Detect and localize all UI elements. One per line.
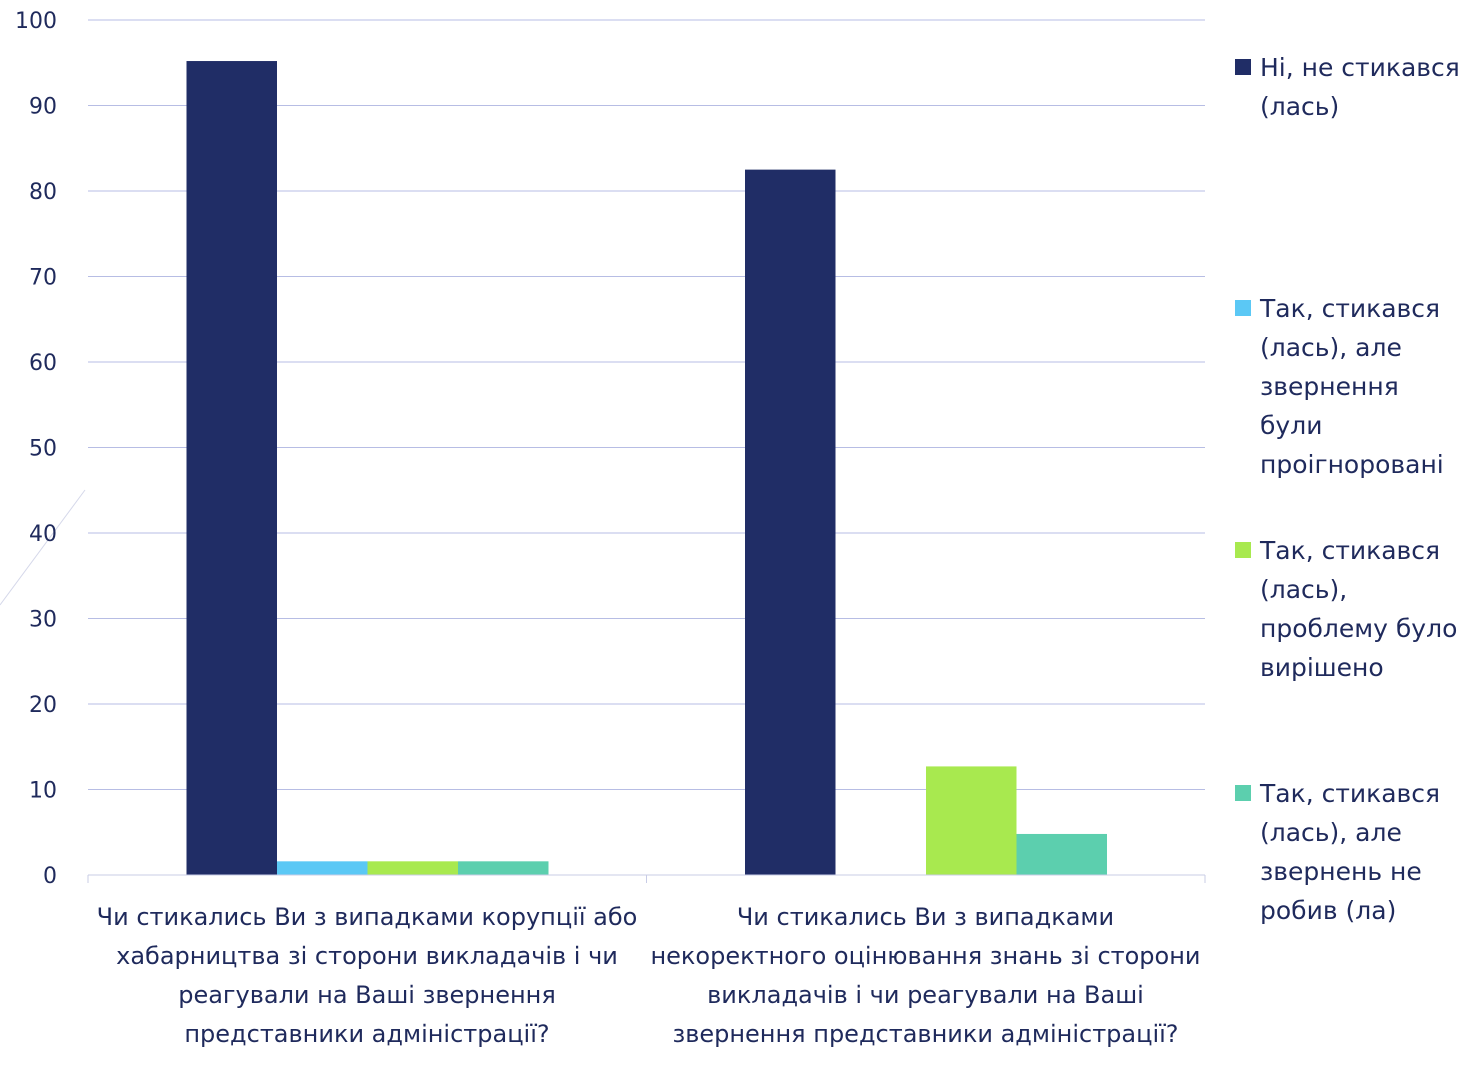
legend-swatch bbox=[1235, 542, 1251, 558]
bars bbox=[186, 61, 1107, 876]
decorative-diagonal-line bbox=[0, 489, 86, 606]
y-tick-label: 10 bbox=[29, 779, 57, 804]
bar bbox=[277, 861, 368, 875]
y-axis-tick-labels: 0 10 20 30 40 50 60 70 80 90 100 bbox=[15, 9, 57, 889]
bar bbox=[367, 861, 458, 875]
legend-swatch bbox=[1235, 785, 1251, 801]
bar bbox=[458, 861, 549, 875]
bar bbox=[745, 169, 836, 875]
x-category-label: Чи стикались Ви з випадками некоректного… bbox=[650, 903, 1201, 1048]
y-tick-label: 40 bbox=[29, 522, 57, 547]
bar bbox=[186, 61, 277, 876]
legend-item: Так, стикався (лась), але звернення були… bbox=[1235, 289, 1460, 484]
y-tick-label: 30 bbox=[29, 608, 57, 633]
legend-swatch bbox=[1235, 59, 1251, 75]
legend-item: Так, стикався (лась), але звернень не ро… bbox=[1235, 774, 1460, 930]
y-tick-label: 0 bbox=[43, 864, 57, 889]
legend-swatch bbox=[1235, 300, 1251, 316]
legend-label: Так, стикався (лась), але звернень не ро… bbox=[1260, 779, 1441, 925]
y-tick-label: 80 bbox=[29, 180, 57, 205]
legend-label: Ні, не стикався (лась) bbox=[1260, 53, 1460, 121]
legend-label: Так, стикався (лась), але звернення були… bbox=[1260, 294, 1444, 479]
bar bbox=[926, 766, 1017, 875]
legend-item: Так, стикався (лась), проблему було вирі… bbox=[1235, 531, 1460, 687]
y-tick-label: 60 bbox=[29, 351, 57, 376]
y-tick-label: 20 bbox=[29, 693, 57, 718]
y-tick-label: 70 bbox=[29, 266, 57, 291]
legend-item: Ні, не стикався (лась) bbox=[1235, 48, 1460, 126]
y-tick-label: 50 bbox=[29, 437, 57, 462]
x-axis bbox=[87, 874, 1206, 883]
legend-label: Так, стикався (лась), проблему було вирі… bbox=[1260, 536, 1458, 682]
y-tick-label: 90 bbox=[29, 95, 57, 120]
x-category-label: Чи стикались Ви з випадками корупції або… bbox=[96, 903, 638, 1048]
bar bbox=[1016, 833, 1107, 875]
y-tick-label: 100 bbox=[15, 9, 57, 34]
